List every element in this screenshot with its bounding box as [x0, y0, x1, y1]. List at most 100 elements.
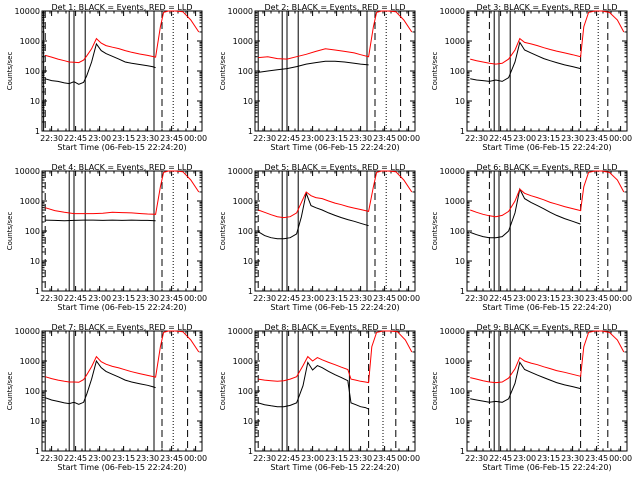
- x-axis-label: Start Time (06-Feb-15 22:24:20): [57, 143, 186, 152]
- y-tick-label: 10: [455, 417, 465, 426]
- y-tick-label: 1000: [20, 37, 40, 46]
- y-tick-label: 10000: [15, 167, 40, 176]
- y-tick-label: 1000: [233, 37, 253, 46]
- y-tick-label: 1: [460, 287, 465, 296]
- x-tick-label: 22:45: [489, 134, 512, 143]
- x-tick-label: 23:15: [112, 134, 135, 143]
- x-axis-label: Start Time (06-Feb-15 22:24:20): [482, 463, 611, 472]
- events-series-line: [45, 42, 156, 85]
- x-tick-label: 23:15: [325, 134, 348, 143]
- x-tick-label: 23:45: [585, 134, 608, 143]
- y-axis-label: Counts/sec: [6, 52, 14, 91]
- y-tick-label: 1: [460, 127, 465, 136]
- y-tick-label: 10000: [15, 327, 40, 336]
- x-tick-label: 22:30: [465, 454, 488, 463]
- x-tick-label: 22:30: [253, 454, 276, 463]
- panel-4: 1 10 100 1000 10000 22:30 22:45 23:00 23:15 23:30…: [6, 163, 207, 312]
- panel-title: Det 1: BLACK = Events, RED = LLD: [52, 3, 193, 12]
- x-tick-label: 00:00: [397, 294, 420, 303]
- y-tick-label: 1000: [233, 357, 253, 366]
- panel-1: 1 10 100 1000 10000 22:30 22:45 23:00 23:15 23:30…: [6, 3, 207, 152]
- y-tick-label: 100: [238, 227, 253, 236]
- panel-9: 1 10 100 1000 10000 22:30 22:45 23:00 23:15 23:30…: [431, 323, 632, 472]
- y-tick-label: 1: [460, 447, 465, 456]
- x-tick-label: 22:45: [64, 454, 87, 463]
- y-tick-label: 10: [30, 417, 40, 426]
- x-tick-label: 23:30: [561, 294, 584, 303]
- y-axis-label: Counts/sec: [6, 372, 14, 411]
- x-tick-label: 23:30: [136, 294, 159, 303]
- x-tick-label: 23:15: [537, 454, 560, 463]
- y-tick-label: 1000: [445, 37, 465, 46]
- x-tick-label: 00:00: [184, 294, 207, 303]
- events-series-line: [45, 219, 156, 222]
- x-tick-label: 23:00: [301, 134, 324, 143]
- x-tick-label: 00:00: [184, 454, 207, 463]
- x-tick-label: 23:00: [88, 454, 111, 463]
- x-tick-label: 23:00: [513, 294, 536, 303]
- x-tick-label: 23:00: [301, 454, 324, 463]
- y-tick-label: 10: [243, 97, 253, 106]
- x-tick-label: 23:00: [513, 134, 536, 143]
- panel-title: Det 6: BLACK = Events, RED = LLD: [477, 163, 618, 172]
- lld-series-line: [470, 170, 625, 218]
- y-tick-label: 100: [238, 387, 253, 396]
- x-tick-label: 00:00: [609, 134, 632, 143]
- y-axis-label: Counts/sec: [431, 52, 439, 91]
- x-tick-label: 23:30: [349, 454, 372, 463]
- x-tick-label: 23:00: [301, 294, 324, 303]
- x-axis-label: Start Time (06-Feb-15 22:24:20): [270, 143, 399, 152]
- y-tick-label: 100: [238, 67, 253, 76]
- events-series-line: [258, 60, 369, 73]
- y-axis-label: Counts/sec: [219, 372, 227, 411]
- x-tick-label: 23:15: [537, 294, 560, 303]
- x-tick-label: 22:45: [489, 454, 512, 463]
- lld-series-line: [470, 330, 625, 384]
- y-axis-label: Counts/sec: [6, 212, 14, 251]
- panel-title: Det 2: BLACK = Events, RED = LLD: [265, 3, 406, 12]
- x-tick-label: 23:15: [112, 294, 135, 303]
- x-tick-label: 23:15: [537, 134, 560, 143]
- y-tick-label: 10: [455, 257, 465, 266]
- x-axis-label: Start Time (06-Feb-15 22:24:20): [57, 463, 186, 472]
- x-tick-label: 00:00: [397, 134, 420, 143]
- lld-series-line: [258, 170, 413, 219]
- x-tick-label: 23:45: [373, 134, 396, 143]
- x-tick-label: 00:00: [609, 294, 632, 303]
- y-axis-label: Counts/sec: [219, 52, 227, 91]
- x-tick-label: 22:45: [277, 294, 300, 303]
- lld-series-line: [45, 330, 200, 383]
- x-tick-label: 23:15: [325, 294, 348, 303]
- y-tick-label: 10000: [440, 167, 465, 176]
- y-tick-label: 100: [25, 227, 40, 236]
- panel-title: Det 3: BLACK = Events, RED = LLD: [477, 3, 618, 12]
- x-tick-label: 23:00: [88, 134, 111, 143]
- x-tick-label: 23:00: [513, 454, 536, 463]
- x-tick-label: 22:30: [253, 134, 276, 143]
- x-axis-label: Start Time (06-Feb-15 22:24:20): [482, 143, 611, 152]
- y-tick-label: 100: [450, 227, 465, 236]
- x-tick-label: 23:30: [349, 294, 372, 303]
- x-tick-label: 00:00: [184, 134, 207, 143]
- x-tick-label: 23:45: [373, 294, 396, 303]
- x-tick-label: 22:30: [40, 454, 63, 463]
- events-series-line: [45, 359, 156, 405]
- x-tick-label: 22:30: [40, 134, 63, 143]
- panel-title: Det 4: BLACK = Events, RED = LLD: [52, 163, 193, 172]
- x-tick-label: 22:45: [489, 294, 512, 303]
- panel-3: 1 10 100 1000 10000 22:30 22:45 23:00 23:15 23:30…: [431, 3, 632, 152]
- events-series-line: [470, 187, 581, 239]
- panel-7: 1 10 100 1000 10000 22:30 22:45 23:00 23:15 23:30…: [6, 323, 207, 472]
- y-tick-label: 1: [35, 287, 40, 296]
- lld-series-line: [470, 10, 625, 65]
- x-tick-label: 22:30: [40, 294, 63, 303]
- panel-5: 1 10 100 1000 10000 22:30 22:45 23:00 23:15 23:30…: [219, 163, 420, 312]
- x-tick-label: 22:45: [277, 134, 300, 143]
- y-tick-label: 10000: [440, 7, 465, 16]
- lld-series-line: [45, 170, 200, 215]
- events-series-line: [470, 41, 581, 82]
- y-tick-label: 10: [243, 417, 253, 426]
- y-axis-label: Counts/sec: [219, 212, 227, 251]
- y-tick-label: 1000: [20, 197, 40, 206]
- y-tick-label: 10: [455, 97, 465, 106]
